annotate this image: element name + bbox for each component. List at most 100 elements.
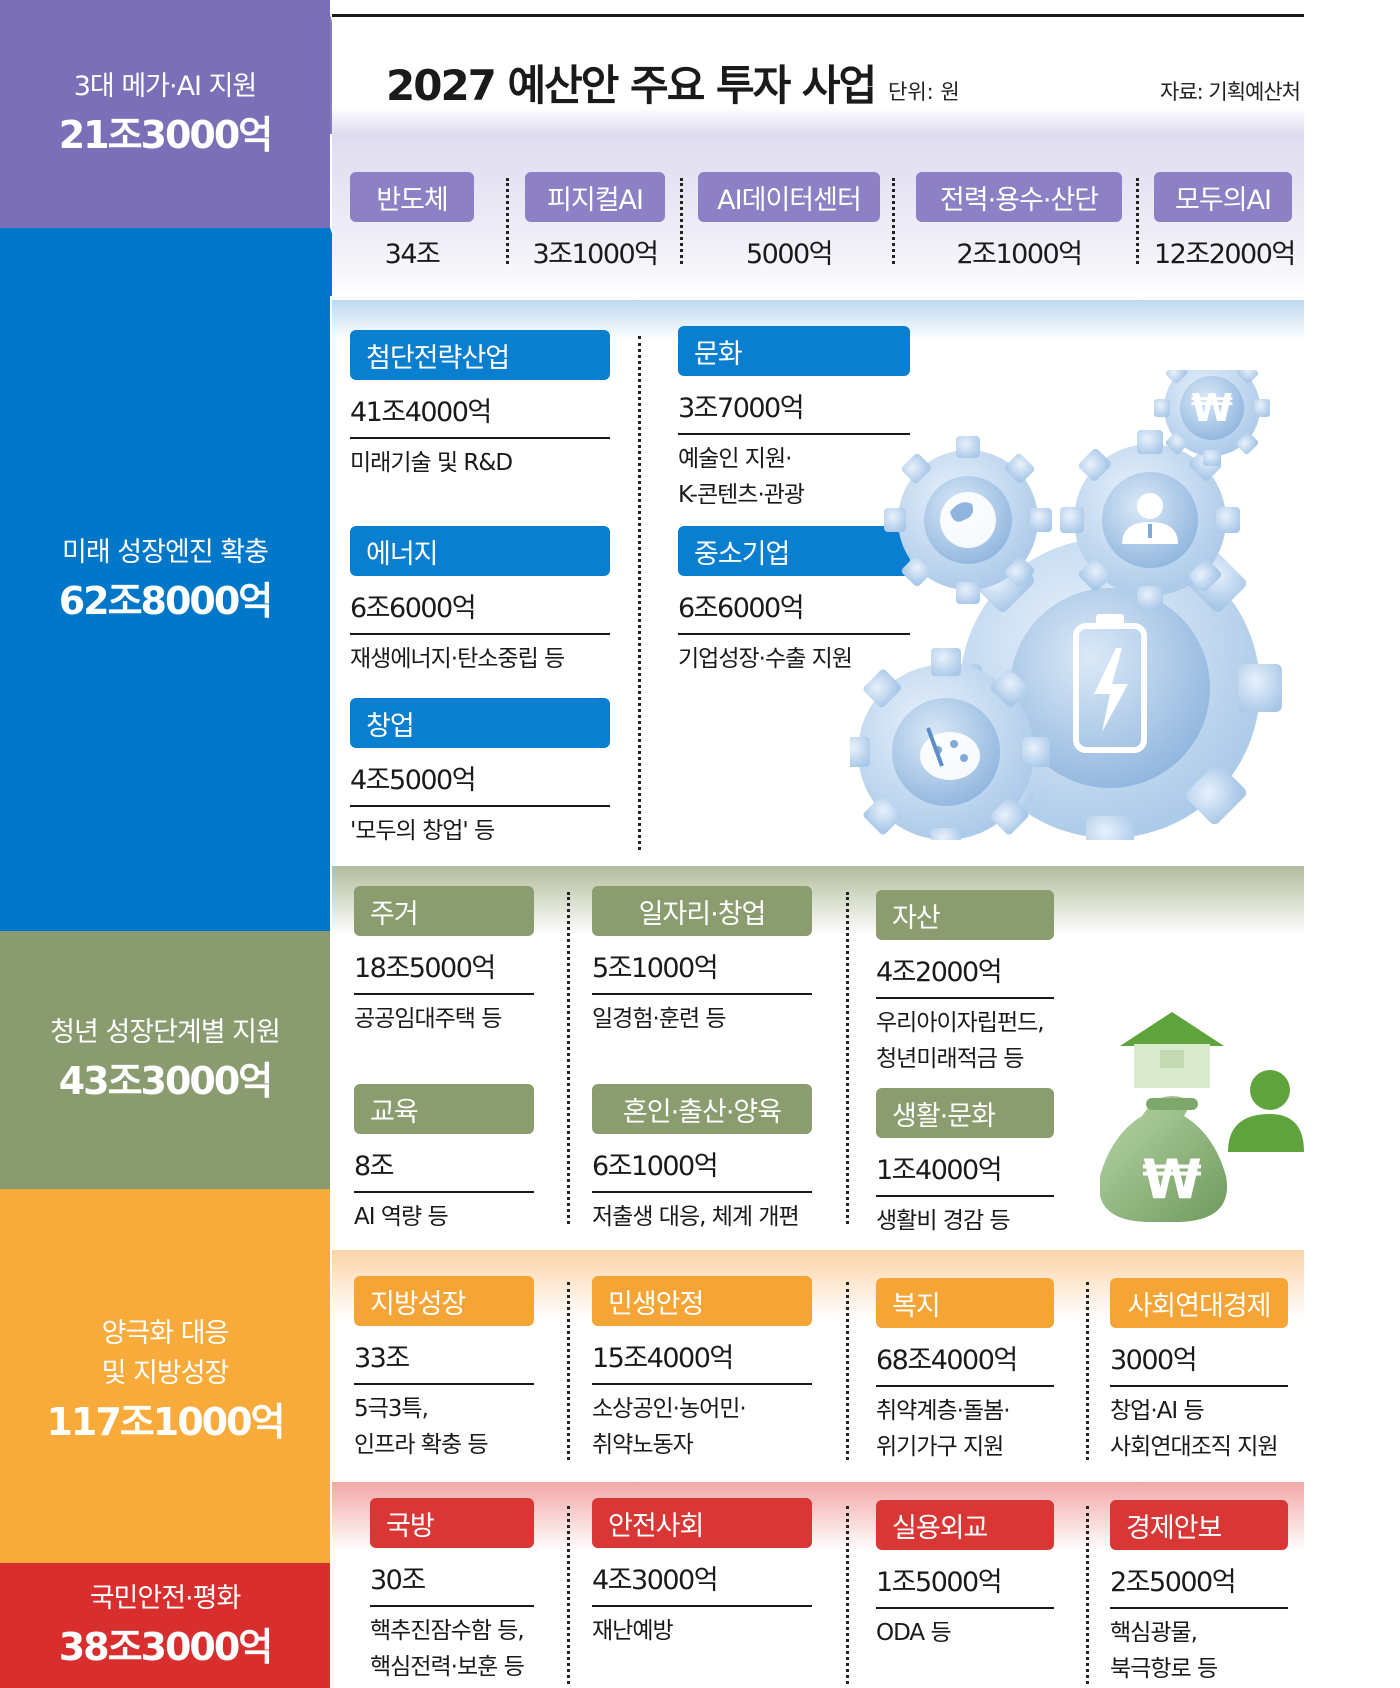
item-label: 피지컬AI (525, 172, 665, 222)
growth-item: 문화 3조7000억 예술인 지원· K-콘텐츠·관광 (678, 326, 910, 513)
divider (846, 892, 849, 1224)
section-label: 양극화 대응 및 지방성장 (101, 1318, 230, 1389)
item-desc: 미래기술 및 R&D (350, 450, 513, 476)
item-amount: 1조5000억 (876, 1560, 1054, 1609)
item-amount: 34조 (384, 239, 441, 270)
item-desc: 5극3특, 인프라 확충 등 (354, 1396, 489, 1458)
item-desc: 소상공인·농어민· 취약노동자 (592, 1396, 747, 1458)
section-mega-ai: 3대 메가·AI 지원 21조3000억 (0, 0, 330, 228)
item-amount: 1조4000억 (876, 1148, 1054, 1197)
divider (846, 1506, 849, 1684)
divider (506, 178, 509, 264)
section-amount: 43조3000억 (58, 1059, 274, 1103)
item-desc: 예술인 지원· K-콘텐츠·관광 (678, 446, 805, 508)
item-label: 중소기업 (678, 526, 910, 576)
section-amount: 38조3000억 (58, 1624, 274, 1669)
youth-item: 교육 8조 AI 역량 등 (354, 1084, 534, 1235)
section-safety: 국민안전·평화 38조3000억 (0, 1563, 330, 1688)
person-gear-icon (1060, 430, 1240, 610)
youth-item: 혼인·출산·양육 6조1000억 저출생 대응, 체계 개편 (592, 1084, 812, 1235)
section-pointers (330, 14, 360, 296)
polarization-item: 사회연대경제 3000억 창업·AI 등 사회연대조직 지원 (1110, 1278, 1288, 1465)
item-label: 반도체 (350, 172, 474, 222)
person-icon (1228, 1070, 1304, 1152)
mega-item: 모두의AI 12조2000억 (1154, 172, 1296, 271)
item-amount: 8조 (354, 1144, 534, 1193)
mega-item: AI데이터센터 5000억 (698, 172, 880, 271)
item-label: 안전사회 (592, 1498, 812, 1548)
section-amount: 62조8000억 (58, 578, 274, 623)
item-amount: 18조5000억 (354, 946, 534, 995)
item-desc: AI 역량 등 (354, 1204, 449, 1230)
page-title: 2027 예산안 주요 투자 사업 (386, 61, 877, 110)
item-label: 생활·문화 (876, 1088, 1054, 1138)
item-amount: 5조1000억 (592, 946, 812, 995)
section-label: 미래 성장엔진 확충 (62, 536, 269, 568)
item-label: 교육 (354, 1084, 534, 1134)
youth-item: 자산 4조2000억 우리아이자립펀드, 청년미래적금 등 (876, 890, 1054, 1077)
growth-item: 중소기업 6조6000억 기업성장·수출 지원 (678, 526, 910, 677)
section-label: 국민안전·평화 (89, 1582, 242, 1614)
item-label: 자산 (876, 890, 1054, 940)
safety-item: 안전사회 4조3000억 재난예방 (592, 1498, 812, 1649)
top-rule (332, 14, 1304, 17)
item-label: 지방성장 (354, 1276, 534, 1326)
divider (1086, 1282, 1089, 1460)
house-icon (1120, 1012, 1224, 1088)
item-desc: 생활비 경감 등 (876, 1208, 1011, 1234)
safety-item: 국방 30조 핵추진잠수함 등, 핵심전력·보훈 등 (370, 1498, 534, 1685)
item-amount: 6조6000억 (678, 586, 910, 635)
item-amount: 41조4000억 (350, 390, 610, 439)
item-desc: 취약계층·돌봄· 위기가구 지원 (876, 1398, 1011, 1460)
palette-gear-icon (850, 648, 1050, 840)
item-desc: 저출생 대응, 체계 개편 (592, 1204, 800, 1230)
item-label: 전력·용수·산단 (916, 172, 1122, 222)
header-band (332, 17, 1304, 137)
section-polarization: 양극화 대응 및 지방성장 117조1000억 (0, 1189, 330, 1563)
item-amount: 3000억 (1110, 1338, 1288, 1387)
svg-text:₩: ₩ (1191, 386, 1233, 430)
divider (567, 892, 570, 1224)
polarization-item: 복지 68조4000억 취약계층·돌봄· 위기가구 지원 (876, 1278, 1054, 1465)
section-label: 3대 메가·AI 지원 (73, 71, 258, 102)
mega-item: 전력·용수·산단 2조1000억 (916, 172, 1122, 271)
item-desc: 핵추진잠수함 등, 핵심전력·보훈 등 (370, 1618, 525, 1680)
youth-item: 생활·문화 1조4000억 생활비 경감 등 (876, 1088, 1054, 1239)
item-amount: 6조1000억 (592, 1144, 812, 1193)
divider (892, 178, 895, 264)
item-label: 실용외교 (876, 1500, 1054, 1550)
item-amount: 6조6000억 (350, 586, 610, 635)
item-amount: 30조 (370, 1558, 534, 1607)
polarization-item: 민생안정 15조4000억 소상공인·농어민· 취약노동자 (592, 1276, 812, 1463)
item-desc: 재난예방 (592, 1618, 674, 1644)
item-label: AI데이터센터 (698, 172, 880, 222)
item-label: 일자리·창업 (592, 886, 812, 936)
item-desc: 창업·AI 등 사회연대조직 지원 (1110, 1398, 1279, 1460)
item-amount: 2조1000억 (956, 239, 1083, 270)
growth-item: 에너지 6조6000억 재생에너지·탄소중립 등 (350, 526, 610, 677)
safety-item: 경제안보 2조5000억 핵심광물, 북극항로 등 (1110, 1500, 1288, 1687)
divider (567, 1506, 570, 1684)
item-amount: 68조4000억 (876, 1338, 1054, 1387)
item-label: 문화 (678, 326, 910, 376)
item-amount: 4조5000억 (350, 758, 610, 807)
divider (1136, 178, 1139, 264)
item-amount: 3조7000억 (678, 386, 910, 435)
item-label: 사회연대경제 (1110, 1278, 1288, 1328)
item-amount: 33조 (354, 1336, 534, 1385)
item-desc: 일경험·훈련 등 (592, 1006, 727, 1032)
item-desc: ODA 등 (876, 1620, 952, 1646)
youth-illustration: ₩ (1100, 1012, 1304, 1222)
youth-item: 일자리·창업 5조1000억 일경험·훈련 등 (592, 886, 812, 1037)
section-youth: 청년 성장단계별 지원 43조3000억 (0, 931, 330, 1189)
item-label: 국방 (370, 1498, 534, 1548)
globe-gear-icon (884, 436, 1052, 604)
item-amount: 4조3000억 (592, 1558, 812, 1607)
money-bag-icon: ₩ (1100, 1096, 1227, 1222)
svg-text:₩: ₩ (1142, 1148, 1202, 1211)
item-desc: 우리아이자립펀드, 청년미래적금 등 (876, 1010, 1045, 1072)
growth-item: 창업 4조5000억 '모두의 창업' 등 (350, 698, 610, 849)
section-amount: 21조3000억 (58, 113, 274, 157)
section-label: 청년 성장단계별 지원 (50, 1017, 281, 1048)
youth-item: 주거 18조5000억 공공임대주택 등 (354, 886, 534, 1037)
